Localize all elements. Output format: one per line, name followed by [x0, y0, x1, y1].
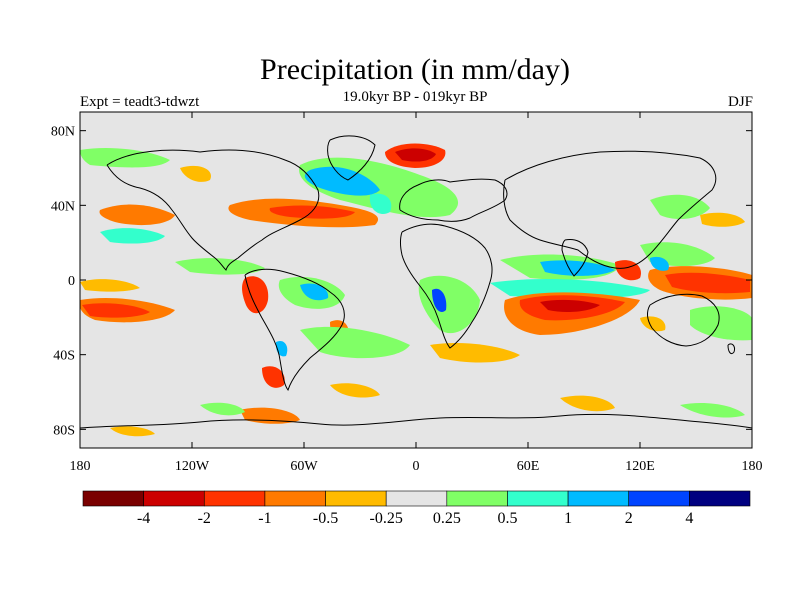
map-subtitle: 19.0kyr BP - 019kyr BP	[342, 89, 488, 105]
coastline-antarctica	[80, 413, 752, 429]
lon-tick-label: 0	[413, 459, 420, 474]
lon-tick-label: 180	[742, 459, 763, 474]
colorbar-label: -4	[137, 510, 150, 527]
anomaly-patch	[80, 148, 170, 168]
anomaly-patch	[650, 256, 669, 271]
anomaly-patch	[80, 279, 140, 292]
coastline-south-america	[244, 268, 345, 392]
anomaly-patch	[650, 194, 710, 220]
lon-tick-label: 60W	[290, 459, 318, 474]
anomaly-patch	[330, 383, 380, 398]
season-label: DJF	[727, 94, 753, 110]
colorbar-swatch	[325, 490, 387, 507]
anomaly-patch	[300, 283, 329, 301]
colorbar-swatch	[264, 490, 326, 507]
lon-tick-label: 120W	[175, 459, 210, 474]
anomaly-patch	[82, 303, 150, 318]
colorbar-swatch	[507, 490, 569, 507]
anomaly-patch	[432, 288, 447, 312]
coastline-new-zealand	[727, 343, 735, 355]
anomaly-patch	[665, 272, 750, 294]
colorbar-swatch	[385, 490, 448, 507]
colorbar-label: 0.5	[497, 510, 517, 527]
anomaly-patch	[200, 402, 245, 416]
colorbar-swatch	[203, 490, 266, 507]
anomaly-patch	[700, 212, 745, 227]
colorbar-swatch	[689, 490, 751, 507]
colorbar-swatch	[82, 490, 144, 507]
anomaly-patch	[369, 193, 392, 215]
coastline-asia	[503, 150, 717, 269]
anomaly-patch	[560, 395, 615, 412]
longitude-axis: 180 120W 60W 0 60E 120E 180	[70, 112, 763, 474]
lat-tick-label: 80N	[51, 125, 75, 140]
colorbar-swatch	[143, 490, 205, 507]
anomaly-patch	[540, 260, 615, 276]
anomaly-patch	[175, 258, 265, 275]
colorbar-swatch	[628, 490, 690, 507]
colorbar-label: 4	[685, 510, 693, 527]
lat-tick-label: 40S	[53, 349, 75, 364]
anomaly-patch	[269, 205, 355, 219]
anomaly-patch	[99, 204, 175, 226]
coastline-india	[561, 239, 589, 277]
lat-tick-label: 40N	[51, 199, 75, 214]
anomaly-patch	[680, 403, 745, 418]
anomaly-patch	[304, 166, 380, 196]
colorbar-label: -2	[198, 510, 211, 527]
colorbar-label: 1	[564, 510, 572, 527]
anomaly-patch	[690, 306, 752, 341]
coastline-north-america	[106, 149, 320, 271]
anomaly-patch	[262, 366, 285, 388]
colorbar-swatch	[446, 490, 508, 507]
anomaly-patch	[640, 316, 666, 332]
anomaly-patch	[300, 326, 410, 359]
anomaly-patch	[242, 276, 269, 314]
map-title: Precipitation (in mm/day)	[260, 53, 570, 86]
anomaly-patch	[395, 148, 436, 162]
lon-tick-label: 60E	[517, 459, 540, 474]
colorbar: -4 -2 -1 -0.5 -0.25 0.25 0.5 1 2 4	[82, 490, 751, 527]
coastline-greenland	[327, 135, 376, 181]
anomaly-patch	[430, 343, 520, 363]
lon-tick-label: 120E	[625, 459, 655, 474]
anomaly-fields	[80, 143, 752, 437]
anomaly-patch	[110, 426, 155, 437]
experiment-label: Expt = teadt3-tdwzt	[80, 94, 200, 110]
lat-tick-label: 80S	[53, 423, 75, 438]
anomaly-patch	[180, 165, 211, 182]
colorbar-swatch	[567, 490, 630, 507]
anomaly-patch	[100, 228, 165, 244]
coastline-africa	[400, 223, 493, 349]
latitude-axis: 80N 40N 0 40S 80S	[51, 125, 752, 438]
anomaly-patch	[490, 279, 650, 299]
lon-tick-label: 180	[70, 459, 91, 474]
colorbar-label: -0.5	[313, 510, 338, 527]
colorbar-label: -0.25	[370, 510, 403, 527]
colorbar-label: 0.25	[433, 510, 461, 527]
coastline-australia	[647, 293, 720, 347]
coastline-europe	[399, 178, 508, 222]
anomaly-patch	[540, 299, 600, 313]
coastlines	[80, 135, 752, 429]
colorbar-label: 2	[625, 510, 633, 527]
lat-tick-label: 0	[68, 274, 75, 289]
colorbar-label: -1	[258, 510, 271, 527]
